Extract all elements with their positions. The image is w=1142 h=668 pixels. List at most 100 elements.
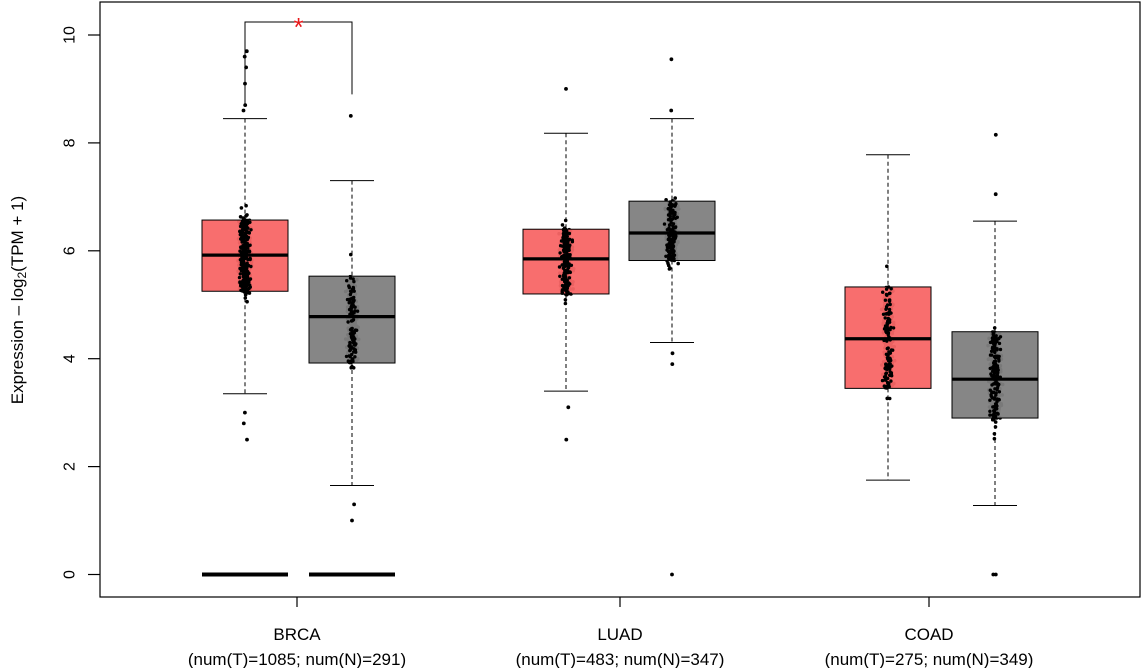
data-point — [565, 271, 569, 275]
data-point — [245, 250, 249, 254]
data-point — [246, 218, 250, 223]
data-point — [560, 277, 564, 281]
outlier-point — [566, 405, 571, 410]
data-point — [238, 266, 242, 271]
data-point — [665, 228, 670, 232]
data-point — [562, 254, 566, 258]
data-point — [886, 318, 890, 323]
data-point — [241, 216, 245, 220]
data-point — [238, 249, 242, 253]
data-point — [561, 266, 566, 270]
data-point — [666, 250, 671, 254]
data-point — [668, 200, 672, 205]
data-point — [247, 249, 252, 254]
data-point — [566, 281, 570, 285]
data-point — [885, 293, 889, 297]
outlier-point — [245, 437, 249, 442]
data-point — [989, 372, 993, 376]
data-point — [349, 335, 354, 339]
outlier-point — [241, 108, 246, 113]
data-point — [673, 226, 677, 230]
data-point — [990, 353, 994, 357]
data-point — [348, 332, 353, 336]
data-point — [671, 217, 675, 221]
y-tick-label: 4 — [62, 354, 79, 363]
data-point — [667, 267, 672, 271]
data-point — [991, 413, 995, 417]
data-point — [345, 279, 349, 283]
data-point — [992, 396, 997, 400]
data-point — [348, 348, 352, 353]
data-point — [888, 351, 892, 355]
outlier-point — [993, 192, 998, 197]
data-point — [557, 265, 562, 269]
data-point — [668, 214, 672, 218]
data-point — [995, 347, 999, 352]
data-point — [993, 374, 997, 378]
data-point — [243, 232, 248, 237]
data-point — [676, 261, 680, 266]
data-point — [563, 261, 568, 266]
data-point — [991, 382, 996, 386]
data-point — [887, 307, 892, 312]
outlier-point — [350, 518, 354, 523]
data-point — [890, 374, 894, 378]
data-point — [347, 301, 351, 305]
data-point — [563, 298, 568, 302]
data-point — [246, 236, 250, 241]
data-point — [249, 264, 253, 269]
data-point — [344, 354, 349, 359]
data-point — [353, 355, 357, 359]
data-point — [888, 367, 892, 371]
data-point — [562, 241, 566, 245]
data-point — [238, 272, 242, 276]
data-point — [993, 338, 997, 342]
data-point — [887, 291, 892, 296]
x-category-label: LUAD — [597, 625, 642, 644]
data-point — [248, 285, 252, 289]
data-point — [988, 409, 992, 413]
data-point — [564, 288, 568, 293]
data-point — [560, 223, 565, 227]
data-point — [992, 355, 997, 359]
data-point — [889, 348, 894, 352]
data-point — [998, 335, 1003, 339]
data-point — [673, 196, 677, 200]
data-point — [561, 273, 566, 278]
data-point — [566, 265, 571, 270]
data-point — [238, 258, 243, 262]
data-point — [240, 230, 245, 234]
data-point — [884, 307, 888, 311]
data-point — [245, 299, 249, 304]
data-point — [355, 309, 360, 313]
data-point — [989, 393, 993, 397]
data-point — [886, 346, 890, 350]
data-point — [662, 222, 667, 226]
outlier-point — [669, 108, 674, 113]
y-tick-label: 10 — [62, 26, 79, 44]
data-point — [562, 249, 566, 254]
data-point — [567, 246, 571, 250]
data-point — [568, 292, 573, 296]
data-point — [241, 284, 245, 289]
data-point — [347, 354, 351, 358]
data-point — [884, 287, 889, 291]
data-point — [346, 320, 350, 324]
data-point — [348, 292, 353, 297]
data-point — [884, 376, 888, 380]
data-point — [351, 310, 355, 314]
outlier-point — [564, 87, 568, 91]
data-point — [991, 366, 995, 370]
data-point — [351, 340, 355, 345]
data-point — [994, 391, 998, 395]
data-point — [352, 279, 356, 284]
data-point — [567, 231, 572, 236]
data-point — [993, 414, 998, 418]
data-point — [349, 345, 353, 349]
data-point — [668, 223, 672, 227]
data-point — [667, 256, 671, 261]
data-point — [884, 305, 889, 309]
data-point — [352, 289, 356, 293]
data-point — [666, 218, 671, 222]
